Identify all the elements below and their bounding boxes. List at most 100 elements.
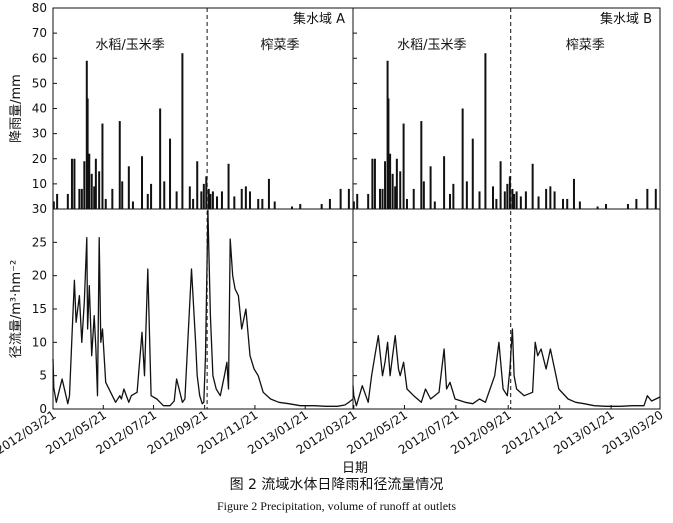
y-tick-label-runoff: 10 [32,335,47,349]
rain-bar-a [131,201,134,209]
rain-bar-b [391,173,394,209]
rain-bar-b [499,161,502,209]
rain-bar-a [267,178,270,209]
rain-bar-b [448,193,451,209]
rain-bar-a [328,198,331,209]
rain-bar-a [73,158,76,209]
rain-bar-a [244,186,247,209]
rain-bar-a [52,201,55,209]
rain-bar-a [127,166,130,209]
rain-bar-a [80,188,83,209]
y-tick-label-rain: 20 [32,152,47,166]
rain-bar-b [405,198,408,209]
rain-bar-b [373,158,376,209]
rain-bar-b [381,188,384,209]
rain-bar-b [503,191,506,209]
figure-caption-en: Figure 2 Precipitation, volume of runoff… [216,499,457,513]
y-tick-label-runoff: 15 [32,302,47,316]
rain-bar-a [78,188,81,209]
rain-bar-b [443,156,446,209]
rain-bar-a [146,193,149,209]
rain-bar-b [452,183,455,209]
y-tick-label-rain: 30 [32,127,47,141]
rain-bar-b [465,181,468,209]
rain-bar-b [506,183,509,209]
rain-bar-a [207,188,210,209]
rain-bar-a [261,198,264,209]
rain-bar-b [578,201,581,209]
rain-bar-b [511,188,514,209]
rain-bar-a [188,186,191,209]
rain-bar-b [566,198,569,209]
x-axis-title: 日期 [342,461,368,476]
y-axis-title-runoff: 径流量/m³·hm⁻² [9,260,24,358]
rain-bar-a [248,191,251,209]
rain-bar-b [596,206,599,209]
rain-bar-a [86,98,89,209]
rain-bar-a [209,193,212,209]
rain-bar-b [395,158,398,209]
rain-bar-b [553,191,556,209]
rain-bar-b [562,198,565,209]
rain-bar-b [429,166,432,209]
rain-bar-a [299,203,302,209]
y-tick-label-rain: 60 [32,51,47,65]
rain-bar-a [196,161,199,209]
rain-bar-b [478,191,481,209]
rain-bar-b [399,171,402,209]
rain-bar-a [94,158,97,209]
rain-bar-a [98,171,101,209]
y-tick-label-rain: 40 [32,102,47,116]
rain-bar-a [163,181,166,209]
rain-bar-b [537,196,540,209]
y-tick-label-rain: 50 [32,76,47,90]
y-tick-label-runoff: 20 [32,269,47,283]
rain-bar-a [90,173,93,209]
season-label-rice-b: 水稻/玉米季 [397,38,466,53]
rain-bar-b [513,193,516,209]
rain-bar-a [273,201,276,209]
rain-bar-a [175,191,178,209]
rain-bar-b [646,188,649,209]
rain-bar-b [508,176,511,209]
rain-bar-b [545,188,548,209]
season-label-mustard-a: 榨菜季 [261,37,300,53]
rain-bar-b [367,193,370,209]
rain-bar-a [181,53,184,209]
rain-bar-b [605,203,608,209]
rain-bar-b [471,138,474,209]
rain-bar-a [101,123,104,209]
y-tick-label-rain: 10 [32,177,47,191]
rain-bar-a [347,188,350,209]
rain-bar-b [387,98,390,209]
rain-bar-a [88,153,91,209]
rain-bar-b [422,181,425,209]
rain-bar-b [389,153,392,209]
rain-bar-b [356,193,359,209]
rain-bar-b [549,186,552,209]
rain-bar-b [378,188,381,209]
rain-bar-a [257,198,260,209]
rain-bar-a [66,193,69,209]
rain-bar-a [121,181,124,209]
rain-bar-b [572,178,575,209]
y-tick-label-runoff: 5 [39,369,47,383]
rain-bar-b [352,201,355,209]
panel-title-b: 集水域 B [600,11,652,27]
rain-bar-b [635,198,638,209]
rain-bar-a [205,176,208,209]
rain-bar-b [626,203,629,209]
y-tick-label-rain: 70 [32,26,47,40]
rain-bar-b [515,191,518,209]
rain-bar-b [492,186,495,209]
rain-bar-a [150,183,153,209]
axes-layer [52,7,661,410]
runoff-line-a [52,209,354,407]
rain-bar-b [484,53,487,209]
rain-bar-b [384,161,387,209]
season-label-rice-a: 水稻/玉米季 [95,38,164,53]
rain-bar-a [320,203,323,209]
y-tick-label-runoff: 30 [32,202,47,216]
rain-bar-a [169,138,172,209]
